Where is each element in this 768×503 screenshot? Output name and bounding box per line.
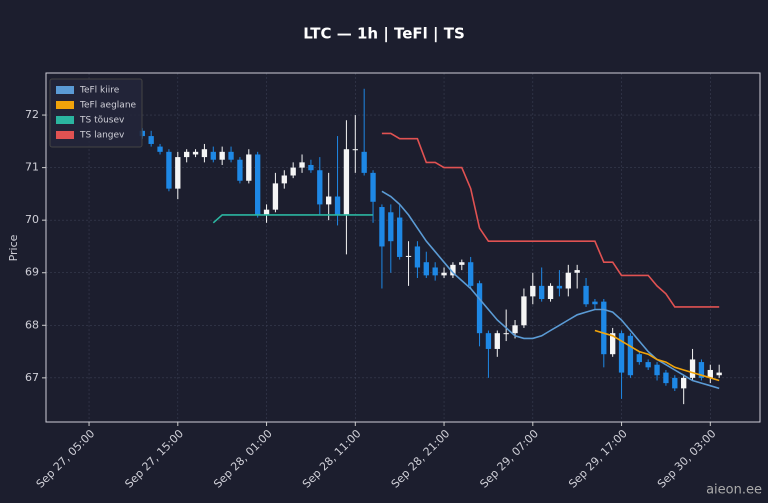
indicator-line — [212, 214, 373, 224]
candle-body — [574, 270, 580, 273]
candle-body — [654, 364, 660, 376]
candle-body — [228, 151, 234, 160]
candle-body — [672, 377, 678, 389]
candle-body — [610, 333, 616, 355]
y-tick-label: 69 — [25, 266, 39, 279]
candle-body — [681, 377, 687, 389]
candle-body — [379, 207, 385, 247]
candle-body — [494, 333, 500, 349]
candle-body — [441, 272, 447, 276]
candle-body — [627, 335, 634, 376]
indicator-line — [381, 190, 720, 390]
candle-body — [192, 151, 199, 155]
candle-body — [352, 149, 358, 151]
candle-body — [219, 151, 225, 160]
candle-body — [148, 136, 154, 144]
candle-body — [237, 159, 243, 181]
legend-box — [49, 78, 143, 148]
candle-body — [388, 212, 394, 242]
y-tick-label: 67 — [25, 371, 39, 384]
candle-body — [530, 285, 536, 297]
plot-frame — [45, 72, 761, 423]
candle-body — [565, 272, 571, 289]
y-tick-label: 68 — [25, 318, 39, 331]
candle-body — [592, 301, 598, 305]
legend-swatch — [56, 116, 74, 124]
candle-body — [539, 285, 545, 300]
candle-body — [689, 359, 696, 378]
candle-body — [184, 151, 190, 158]
candle-body — [556, 285, 563, 289]
candle-body — [201, 149, 208, 158]
candle-body — [210, 151, 216, 160]
candle-body — [636, 354, 642, 363]
candle-body — [450, 264, 456, 276]
candle-body — [698, 362, 705, 378]
candle-body — [246, 154, 252, 181]
candle-body — [601, 301, 607, 355]
candle-body — [512, 325, 518, 334]
legend: TeFl kiire TeFl aeglane TS tõusev TS langev — [49, 78, 143, 148]
candle-body — [263, 209, 270, 215]
candle-body — [423, 262, 429, 276]
candle-body — [166, 151, 172, 189]
candle-body — [317, 170, 323, 205]
indicator-line — [381, 132, 720, 308]
candle-body — [370, 172, 376, 202]
legend-swatch — [56, 86, 74, 94]
y-tick-label: 71 — [25, 161, 39, 174]
indicator-line — [594, 329, 720, 382]
candle-body — [521, 296, 527, 326]
candle-body — [716, 372, 722, 376]
candle-body — [334, 196, 341, 215]
candle-body — [326, 196, 332, 205]
candle-body — [707, 369, 713, 378]
legend-label: TeFl kiire — [79, 86, 120, 96]
y-tick-label: 70 — [25, 213, 39, 226]
candle-body — [547, 285, 554, 300]
candle-body — [503, 333, 509, 335]
candle-body — [476, 283, 483, 334]
candle-body — [175, 157, 181, 189]
candle-body — [468, 262, 474, 286]
candle-body — [299, 162, 305, 168]
watermark: aieon.ee — [706, 483, 762, 498]
candle-body — [618, 333, 625, 373]
legend-label: TS tõusev — [79, 116, 125, 126]
legend-label: TeFl aeglane — [79, 101, 137, 111]
candle-body — [255, 154, 261, 215]
legend-label: TS langev — [79, 131, 125, 141]
y-axis-label: Price — [7, 234, 20, 261]
candle-body — [432, 267, 438, 276]
legend-swatch — [56, 101, 74, 109]
candle-body — [583, 285, 589, 305]
candle-body — [290, 167, 296, 176]
candle-body — [308, 164, 314, 171]
candle-body — [405, 255, 412, 257]
candle-body — [157, 146, 163, 152]
legend-swatch — [56, 131, 74, 139]
candle-body — [281, 175, 287, 184]
candle-body — [663, 372, 669, 384]
candle-body — [272, 183, 279, 210]
candle-body — [343, 149, 350, 215]
y-tick-label: 72 — [25, 108, 39, 121]
candle-body — [485, 333, 492, 349]
candle-body — [414, 246, 421, 268]
candle-body — [645, 362, 651, 368]
candle-body — [459, 262, 465, 265]
candle-body — [397, 217, 403, 257]
chart-title: LTC — 1h | TeFl | TS — [303, 25, 465, 44]
candle-body — [361, 151, 367, 173]
